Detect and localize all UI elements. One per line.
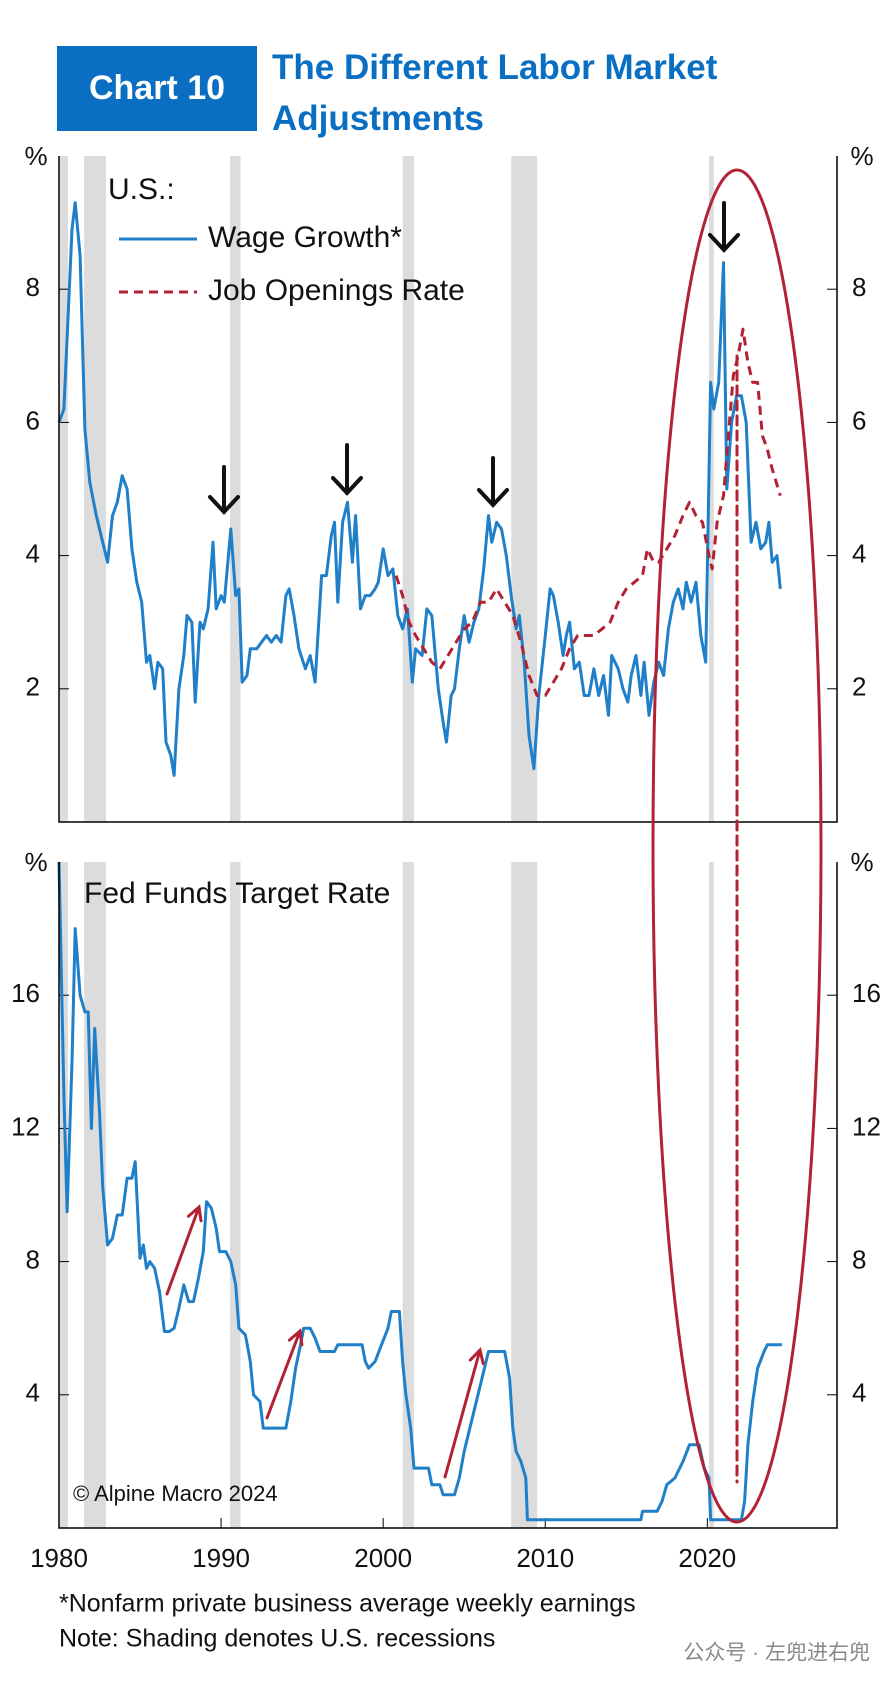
- axis-frame: [58, 862, 838, 1529]
- y2-axis-label: %: [850, 847, 873, 877]
- y-axis-label: %: [24, 141, 47, 171]
- recession-shade: [229, 156, 241, 822]
- annotation-arrow: [708, 201, 740, 253]
- y2-axis-label: %: [850, 141, 873, 171]
- legend-label: Job Openings Rate: [208, 274, 465, 307]
- annotation-arrow: [443, 1346, 485, 1479]
- footnote: Note: Shading denotes U.S. recessions: [59, 1625, 495, 1653]
- annotation-arrow: [208, 465, 240, 515]
- recession-shade: [511, 156, 538, 822]
- recession-shade: [402, 156, 414, 822]
- recession-shade: [84, 156, 107, 822]
- recession-shade: [708, 862, 714, 1528]
- chart-badge: Chart 10: [57, 46, 257, 131]
- x-tick-label: 1990: [192, 1543, 250, 1573]
- legend-label: Wage Growth*: [208, 221, 402, 254]
- y-axis-label: %: [24, 847, 47, 877]
- x-tick-label: 2020: [678, 1543, 736, 1573]
- y2-tick-label: 8: [852, 1244, 866, 1274]
- y-tick-label: 6: [26, 405, 40, 435]
- series-line: [394, 327, 782, 697]
- recession-shade: [59, 156, 68, 822]
- x-tick-label: 2010: [516, 1543, 574, 1573]
- annotation-arrow: [331, 443, 363, 496]
- panel-title: Fed Funds Target Rate: [84, 877, 390, 910]
- y-tick-label: 8: [26, 272, 40, 302]
- legend-title: U.S.:: [108, 173, 175, 206]
- copyright: © Alpine Macro 2024: [73, 1481, 278, 1506]
- annotation-arrow: [265, 1328, 304, 1420]
- x-tick-label: 2000: [354, 1543, 412, 1573]
- watermark: 公众号 · 左兜进右兜: [683, 1642, 870, 1665]
- y2-tick-label: 4: [852, 538, 866, 568]
- y-tick-label: 4: [26, 538, 40, 568]
- x-tick-label: 1980: [30, 1543, 88, 1573]
- annotation-arrow: [165, 1204, 203, 1296]
- highlight-ellipse: [651, 168, 823, 1524]
- y2-tick-label: 8: [852, 272, 866, 302]
- recession-shade: [708, 156, 714, 822]
- series-line: [57, 861, 782, 1522]
- y-tick-label: 16: [11, 978, 40, 1008]
- series-line: [57, 201, 782, 777]
- recession-shade: [511, 862, 538, 1528]
- axis-frame: [58, 156, 838, 823]
- y2-tick-label: 16: [852, 978, 881, 1008]
- y-tick-label: 8: [26, 1244, 40, 1274]
- annotation-arrow: [477, 456, 509, 508]
- recession-shade: [229, 862, 241, 1528]
- y2-tick-label: 4: [852, 1378, 866, 1408]
- recession-shade: [59, 862, 68, 1528]
- y2-tick-label: 2: [852, 672, 866, 702]
- footnote: *Nonfarm private business average weekly…: [59, 1590, 636, 1618]
- y2-tick-label: 6: [852, 405, 866, 435]
- y-tick-label: 4: [26, 1378, 40, 1408]
- y-tick-label: 12: [11, 1111, 40, 1141]
- recession-shade: [402, 862, 414, 1528]
- y2-tick-label: 12: [852, 1111, 881, 1141]
- chart-title: The Different Labor Market Adjustments: [272, 48, 718, 138]
- y-tick-label: 2: [26, 672, 40, 702]
